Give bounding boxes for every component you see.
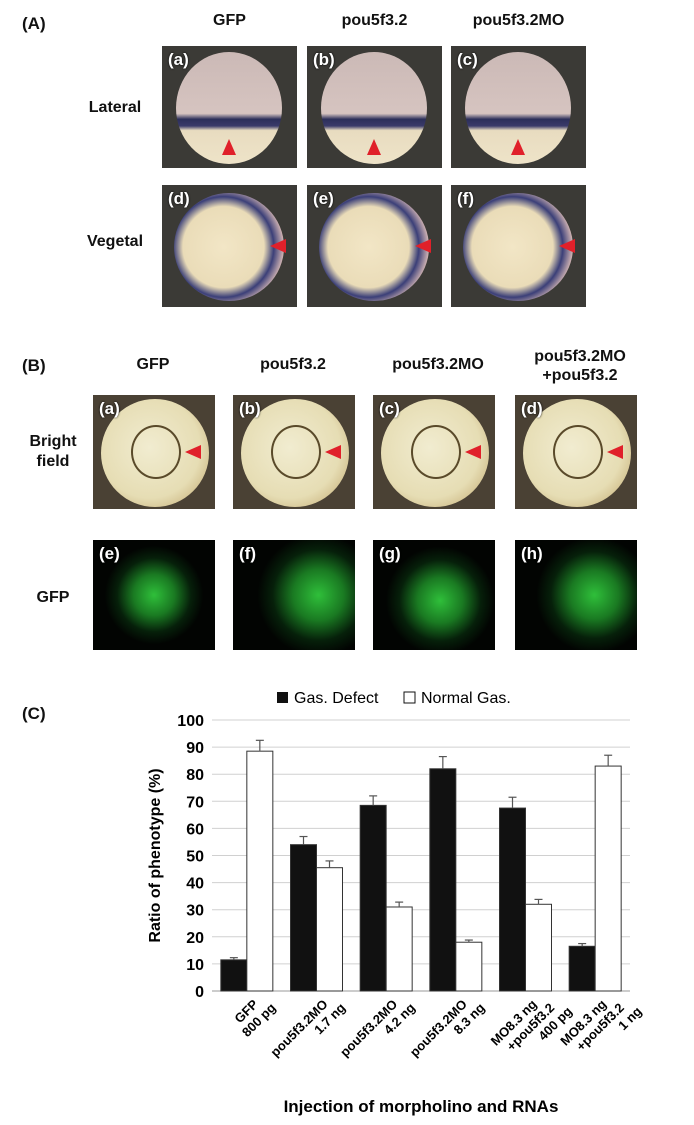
y-tick-label: 0 — [195, 984, 204, 1001]
arrowhead-icon — [325, 445, 341, 459]
arrowhead-icon — [559, 239, 575, 253]
gfp-image: (g) — [373, 540, 495, 650]
sublabel: (f) — [239, 544, 256, 563]
arrowhead-icon — [607, 445, 623, 459]
bar-gas-defect — [568, 945, 596, 992]
bar-gas-defect — [290, 844, 317, 992]
row-header: Lateral — [88, 99, 142, 116]
sublabel: (f) — [457, 189, 474, 208]
sublabel: (d) — [521, 399, 543, 418]
x-tick-label: pou5f3.2MO8.3 ng — [407, 989, 488, 1070]
sublabel: (e) — [99, 544, 120, 563]
bar-chart: 0 10 20 30 40 50 60 70 80 90 100 Ratio of phenotype… — [147, 690, 645, 1116]
bar-gas-defect — [220, 959, 248, 992]
bar-normal-gas — [385, 906, 413, 992]
y-tick-label: 10 — [186, 957, 204, 974]
bar-gas-defect — [359, 804, 387, 992]
row-header: GFP — [36, 589, 70, 606]
col-header: pou5f3.2MO — [472, 12, 565, 29]
gfp-image: (e) — [93, 540, 215, 650]
bar-normal-gas — [455, 941, 483, 992]
sublabel: (a) — [168, 50, 189, 69]
y-tick-label: 50 — [186, 849, 204, 866]
legend-swatch-normal-gas — [403, 691, 416, 704]
col-header: pou5f3.2 — [341, 12, 408, 29]
sublabel: (h) — [521, 544, 543, 563]
sublabel: (e) — [313, 189, 334, 208]
col-header-line: pou5f3.2MO — [534, 348, 626, 365]
gfp-image: (f) — [233, 540, 355, 650]
y-tick-label: 40 — [186, 876, 204, 893]
arrowhead-icon — [367, 139, 381, 155]
embryo-image: (c) — [451, 46, 586, 168]
x-tick-label: pou5f3.2MO4.2 ng — [337, 989, 418, 1070]
col-header: pou5f3.2MO +pou5f3.2 — [515, 347, 645, 385]
x-tick-label: GFP800 pg — [228, 989, 278, 1039]
bar-gas-defect — [429, 768, 457, 992]
y-tick-label: 90 — [186, 740, 204, 757]
col-header: GFP — [136, 356, 170, 373]
bar-normal-gas — [594, 765, 622, 992]
legend-swatch-gas-defect — [277, 692, 288, 703]
embryo-image: (a) — [162, 46, 297, 168]
row-header-line: Bright — [29, 433, 77, 450]
legend-label: Normal Gas. — [421, 690, 511, 707]
sublabel: (g) — [379, 544, 401, 563]
bar-normal-gas — [316, 867, 343, 992]
legend-label: Gas. Defect — [294, 690, 379, 707]
col-header: pou5f3.2MO — [392, 356, 484, 373]
embryo-image: (b) — [307, 46, 442, 168]
brightfield-image: (d) — [515, 395, 637, 509]
x-axis-label: Injection of morpholino and RNAs — [284, 1097, 559, 1116]
sublabel: (c) — [457, 50, 478, 69]
brightfield-image: (b) — [233, 395, 355, 509]
bar-gas-defect — [499, 807, 526, 992]
y-axis-label: Ratio of phenotype (%) — [147, 768, 164, 942]
embryo-image: (e) — [307, 185, 442, 307]
brightfield-image: (c) — [373, 395, 495, 509]
y-tick-label: 100 — [177, 713, 204, 730]
panel-b-label: (B) — [22, 356, 46, 375]
sublabel: (b) — [239, 399, 261, 418]
gfp-image: (h) — [515, 540, 637, 650]
panel-c-label: (C) — [22, 704, 46, 723]
y-tick-label: 20 — [186, 930, 204, 947]
y-tick-label: 80 — [186, 767, 204, 784]
y-tick-label: 70 — [186, 794, 204, 811]
y-tick-label: 60 — [186, 821, 204, 838]
col-header: pou5f3.2 — [260, 356, 326, 373]
arrowhead-icon — [270, 239, 286, 253]
arrowhead-icon — [185, 445, 201, 459]
row-header: Vegetal — [86, 233, 144, 250]
col-header: GFP — [213, 12, 246, 29]
bar-normal-gas — [525, 903, 552, 992]
embryo-image: (f) — [451, 185, 586, 307]
embryo-image: (d) — [162, 185, 297, 307]
arrowhead-icon — [222, 139, 236, 155]
sublabel: (b) — [313, 50, 335, 69]
x-tick-label: MO8.3 ng+pou5f3.2400 pg — [488, 982, 575, 1069]
x-tick-label: pou5f3.2MO1.7 ng — [267, 989, 348, 1070]
panel-a-label: (A) — [22, 14, 46, 33]
x-tick-label: MO8.3 ng+pou5f3.21 ng — [557, 982, 644, 1069]
bar-normal-gas — [246, 750, 274, 992]
brightfield-image: (a) — [93, 395, 215, 509]
arrowhead-icon — [415, 239, 431, 253]
y-tick-label: 30 — [186, 903, 204, 920]
sublabel: (c) — [379, 399, 400, 418]
col-header-line: +pou5f3.2 — [542, 367, 618, 384]
arrowhead-icon — [511, 139, 525, 155]
row-header: Bright field — [18, 432, 88, 472]
arrowhead-icon — [465, 445, 481, 459]
row-header-line: field — [36, 453, 70, 470]
sublabel: (a) — [99, 399, 120, 418]
sublabel: (d) — [168, 189, 190, 208]
